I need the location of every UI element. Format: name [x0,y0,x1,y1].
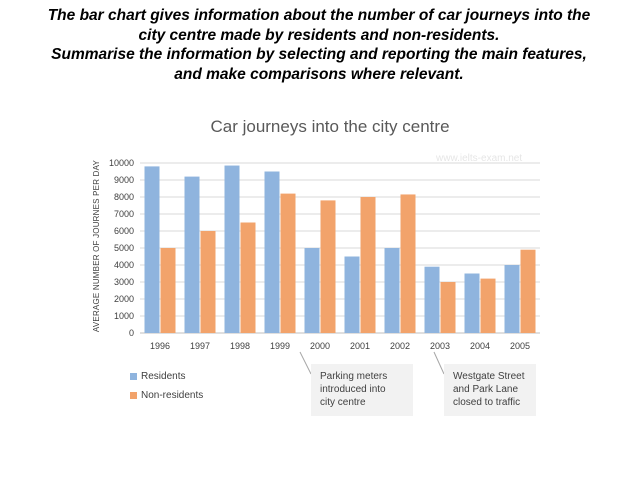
non-residents-swatch [130,391,137,399]
prompt-line-1: The bar chart gives information about th… [47,7,591,24]
y-tick-label: 8000 [114,192,134,202]
y-tick-label: 6000 [114,226,134,236]
legend-label-residents: Residents [141,371,186,382]
callout-westgate-line-2: and Park Lane [453,384,519,395]
non-residents-bar [480,278,496,333]
x-tick-label: 1997 [190,341,210,351]
legend-item-residents: Residents [130,371,185,382]
residents-bar [384,248,400,333]
residents-bar [304,248,320,333]
residents-bar [264,171,280,333]
residents-bar [144,166,160,333]
callout-westgate-line-3: closed to traffic [453,397,521,408]
non-residents-bar [360,197,376,333]
callout-parking-line-1: Parking meters [320,371,388,382]
non-residents-bar [240,222,256,333]
callout-parking-line-2: introduced into [320,384,386,395]
y-tick-label: 1000 [114,311,134,321]
y-tick-label: 3000 [114,277,134,287]
residents-bar [464,273,480,333]
prompt-line-3: Summarise the information by selecting a… [51,46,587,63]
y-tick-label: 10000 [109,158,134,168]
callout-westgate-line-1: Westgate Street [453,371,525,382]
x-tick-label: 1996 [150,341,170,351]
callout-westgate-street: Westgate Street and Park Lane closed to … [444,364,536,416]
non-residents-bar [280,193,296,333]
x-tick-label: 2003 [430,341,450,351]
x-tick-label: 2005 [510,341,530,351]
residents-bar [344,256,360,333]
task-prompt: The bar chart gives information about th… [0,6,638,84]
y-tick-label: 9000 [114,175,134,185]
legend-item-non-residents: Non-residents [130,390,203,401]
residents-bar [424,266,440,333]
residents-bar [224,165,240,333]
x-tick-label: 2002 [390,341,410,351]
prompt-line-4: and make comparisons where relevant. [174,65,464,83]
non-residents-bar [400,194,416,333]
residents-bar [504,265,520,333]
y-tick-label: 4000 [114,260,134,270]
non-residents-bar [160,248,176,333]
callout-parking-meters: Parking meters introduced into city cent… [311,364,413,416]
residents-swatch [130,372,137,380]
y-tick-label: 2000 [114,294,134,304]
non-residents-bar [320,200,336,333]
callout-parking-line-3: city centre [320,397,366,408]
watermark: www.ielts-exam.net [436,153,523,164]
prompt-line-2: city centre made by residents and non-re… [138,26,500,44]
non-residents-bar [440,282,456,333]
non-residents-bar [200,231,216,333]
x-tick-label: 2000 [310,341,330,351]
x-tick-label: 2004 [470,341,490,351]
residents-bar [184,176,200,333]
x-tick-label: 1998 [230,341,250,351]
chart-title: Car journeys into the city centre [210,117,450,136]
y-tick-label: 7000 [114,209,134,219]
callout-connector [299,351,312,375]
non-residents-bar [520,249,536,333]
callout-connector [433,351,445,375]
legend-label-non-residents: Non-residents [141,390,204,401]
y-tick-label: 0 [129,328,134,338]
y-tick-label: 5000 [114,243,134,253]
x-tick-label: 2001 [350,341,370,351]
x-tick-label: 1999 [270,341,290,351]
